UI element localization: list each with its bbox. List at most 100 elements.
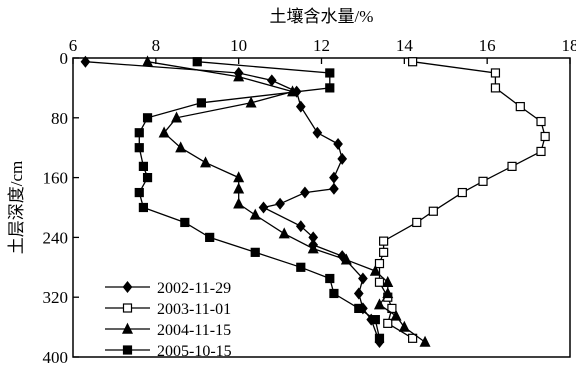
data-point [180, 217, 190, 228]
data-point [325, 68, 335, 78]
data-point [398, 320, 410, 332]
data-point [370, 315, 380, 325]
legend-label: 2004-11-15 [157, 322, 231, 339]
data-point [250, 247, 260, 257]
data-point [369, 264, 381, 276]
y-tick-label: 400 [43, 348, 69, 367]
data-point [196, 98, 206, 108]
x-tick-label: 16 [479, 36, 496, 55]
data-point [373, 298, 385, 310]
data-point [382, 287, 394, 299]
data-point [490, 83, 501, 93]
data-point [419, 335, 431, 347]
data-point [329, 171, 339, 184]
data-point [249, 208, 261, 220]
legend-marker [122, 281, 133, 293]
data-point [358, 272, 368, 285]
data-point [295, 220, 306, 233]
data-point [142, 173, 153, 183]
data-point [478, 176, 488, 186]
data-point [408, 57, 418, 67]
data-point [300, 186, 310, 199]
legend-label: 2005-10-15 [157, 343, 232, 360]
data-point [536, 116, 546, 127]
data-point [412, 217, 422, 228]
data-point [325, 83, 335, 93]
data-point [134, 143, 144, 153]
data-point [374, 258, 385, 269]
data-point [457, 187, 467, 198]
legend-marker [122, 303, 133, 313]
data-point [540, 131, 550, 142]
data-point [383, 318, 393, 328]
legend: 2002-11-29 2003-11-01 2004-11-15 2005-10-15 [105, 280, 232, 360]
series-2004-11-15 [142, 55, 431, 347]
data-point [158, 126, 170, 138]
data-point [428, 206, 438, 216]
data-point [295, 100, 306, 113]
data-point [507, 161, 517, 171]
data-point [296, 262, 306, 272]
y-tick-label: 80 [51, 109, 68, 128]
y-tick-label: 320 [43, 288, 69, 307]
data-point [382, 275, 394, 287]
data-point [275, 197, 285, 210]
x-tick-label: 10 [230, 36, 247, 55]
data-point [353, 287, 364, 300]
legend-label: 2003-11-01 [157, 301, 231, 318]
legend-marker [122, 345, 133, 355]
data-point [138, 202, 149, 213]
data-point [142, 113, 153, 123]
legend-label: 2002-11-29 [157, 280, 231, 297]
data-point [408, 333, 418, 343]
data-point [374, 333, 385, 343]
x-tick-label: 6 [69, 36, 78, 55]
data-point [390, 309, 402, 321]
data-point [258, 201, 269, 214]
data-point [490, 68, 501, 78]
data-point [200, 156, 212, 168]
data-point [312, 126, 323, 139]
y-axis-title: 土层深度/cm [7, 161, 26, 255]
data-point [374, 277, 385, 287]
data-point [286, 85, 299, 97]
series-layer [80, 55, 550, 349]
y-tick-label: 160 [43, 169, 69, 188]
data-point [325, 273, 335, 284]
data-point [233, 182, 245, 194]
series-line [147, 61, 426, 343]
data-point [340, 253, 352, 265]
data-point [536, 146, 546, 157]
data-point [245, 96, 257, 108]
data-point [278, 227, 290, 239]
data-point [233, 171, 245, 183]
data-point [171, 111, 183, 123]
series-2003-11-01 [374, 57, 550, 343]
data-point [192, 57, 202, 67]
data-point [205, 232, 215, 242]
data-point [329, 288, 339, 299]
data-point [233, 70, 245, 82]
data-point [515, 101, 525, 112]
data-point [307, 242, 319, 254]
data-point [134, 128, 144, 138]
data-point [80, 55, 91, 68]
x-tick-label: 14 [396, 36, 414, 55]
data-point [138, 161, 149, 171]
data-point [175, 141, 187, 153]
x-tick-label: 18 [562, 36, 576, 55]
y-tick-label: 0 [60, 49, 69, 68]
data-point [142, 55, 154, 67]
data-point [379, 247, 389, 257]
y-tick-label: 240 [43, 228, 69, 247]
x-tick-label: 8 [152, 36, 161, 55]
x-axis-title: 土壤含水量/% [270, 6, 374, 26]
x-tick-label: 12 [313, 36, 330, 55]
data-point [266, 74, 277, 87]
data-point [337, 152, 348, 165]
data-point [233, 197, 245, 209]
data-point [329, 182, 339, 195]
data-point [333, 137, 343, 150]
data-point [134, 187, 144, 198]
